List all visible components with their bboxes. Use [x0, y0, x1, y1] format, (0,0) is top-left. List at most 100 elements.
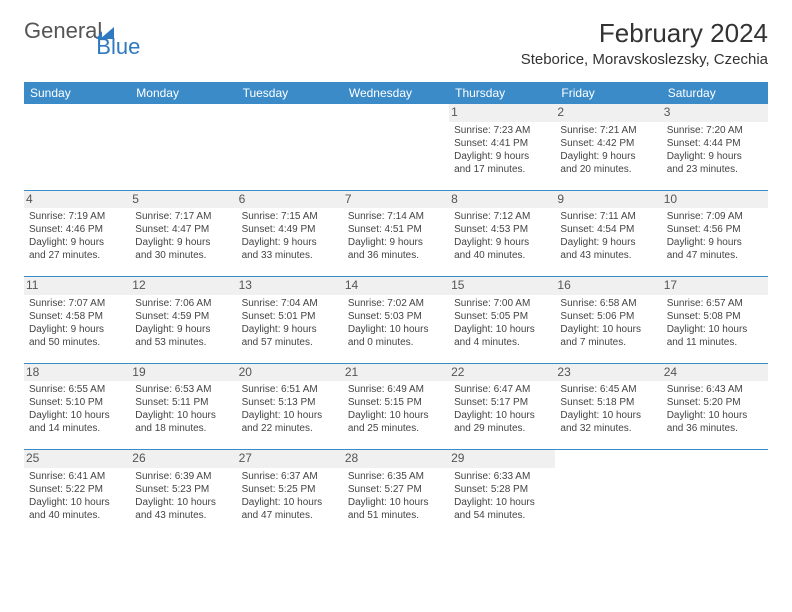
- cell-line: and 25 minutes.: [348, 422, 444, 435]
- calendar-cell: 12Sunrise: 7:06 AMSunset: 4:59 PMDayligh…: [130, 277, 236, 363]
- cell-line: and 30 minutes.: [135, 249, 231, 262]
- day-number: 3: [662, 104, 768, 122]
- day-header: Thursday: [449, 82, 555, 104]
- cell-line: Daylight: 9 hours: [135, 323, 231, 336]
- day-number: 12: [130, 277, 236, 295]
- title-block: February 2024 Steborice, Moravskoslezsky…: [521, 18, 768, 68]
- cell-line: Sunrise: 6:33 AM: [454, 470, 550, 483]
- calendar-cell: 21Sunrise: 6:49 AMSunset: 5:15 PMDayligh…: [343, 364, 449, 450]
- calendar-cell: 1 Sunrise: 7:23 AMSunset: 4:41 PMDaylight…: [449, 104, 555, 190]
- cell-line: Sunrise: 6:45 AM: [560, 383, 656, 396]
- cell-line: Daylight: 9 hours: [667, 236, 763, 249]
- header: General Blue February 2024 Steborice, Mo…: [24, 18, 768, 68]
- cell-line: Sunset: 5:17 PM: [454, 396, 550, 409]
- cell-line: Sunrise: 6:51 AM: [242, 383, 338, 396]
- cell-line: and 18 minutes.: [135, 422, 231, 435]
- location-text: Steborice, Moravskoslezsky, Czechia: [521, 51, 768, 68]
- cell-line: and 54 minutes.: [454, 509, 550, 522]
- cell-line: Sunset: 4:51 PM: [348, 223, 444, 236]
- day-header: Tuesday: [237, 82, 343, 104]
- cell-line: Daylight: 10 hours: [29, 496, 125, 509]
- calendar-cell: [662, 450, 768, 536]
- calendar-table: SundayMondayTuesdayWednesdayThursdayFrid…: [24, 82, 768, 536]
- cell-line: and 51 minutes.: [348, 509, 444, 522]
- calendar-cell: 20Sunrise: 6:51 AMSunset: 5:13 PMDayligh…: [237, 364, 343, 450]
- calendar-week: 1Sunrise: 7:23 AMSunset: 4:41 PMDaylight…: [24, 104, 768, 190]
- calendar-week: 11Sunrise: 7:07 AMSunset: 4:58 PMDayligh…: [24, 277, 768, 363]
- day-number: 1: [449, 104, 555, 122]
- cell-line: Sunset: 4:41 PM: [454, 137, 550, 150]
- cell-line: Daylight: 9 hours: [242, 323, 338, 336]
- cell-line: Sunset: 4:54 PM: [560, 223, 656, 236]
- cell-line: Sunset: 5:13 PM: [242, 396, 338, 409]
- calendar-cell: 14Sunrise: 7:02 AMSunset: 5:03 PMDayligh…: [343, 277, 449, 363]
- day-number: [24, 104, 130, 106]
- day-number: 20: [237, 364, 343, 382]
- cell-line: Daylight: 10 hours: [454, 323, 550, 336]
- cell-line: and 20 minutes.: [560, 163, 656, 176]
- cell-line: Sunrise: 6:35 AM: [348, 470, 444, 483]
- day-number: [237, 104, 343, 106]
- calendar-header-row: SundayMondayTuesdayWednesdayThursdayFrid…: [24, 82, 768, 104]
- calendar-cell: 18Sunrise: 6:55 AMSunset: 5:10 PMDayligh…: [24, 364, 130, 450]
- day-number: 17: [662, 277, 768, 295]
- calendar-cell: 22Sunrise: 6:47 AMSunset: 5:17 PMDayligh…: [449, 364, 555, 450]
- cell-line: and 33 minutes.: [242, 249, 338, 262]
- brand-part1: General: [24, 18, 102, 44]
- cell-line: and 43 minutes.: [560, 249, 656, 262]
- cell-line: Sunrise: 7:11 AM: [560, 210, 656, 223]
- cell-line: Sunset: 5:27 PM: [348, 483, 444, 496]
- cell-line: and 22 minutes.: [242, 422, 338, 435]
- calendar-cell: 26Sunrise: 6:39 AMSunset: 5:23 PMDayligh…: [130, 450, 236, 536]
- cell-line: Daylight: 10 hours: [242, 496, 338, 509]
- cell-line: and 53 minutes.: [135, 336, 231, 349]
- cell-line: Daylight: 10 hours: [560, 323, 656, 336]
- cell-line: Daylight: 10 hours: [348, 496, 444, 509]
- cell-line: Sunset: 4:44 PM: [667, 137, 763, 150]
- cell-line: and 47 minutes.: [667, 249, 763, 262]
- cell-line: and 7 minutes.: [560, 336, 656, 349]
- cell-line: Daylight: 9 hours: [667, 150, 763, 163]
- calendar-cell: [130, 104, 236, 190]
- cell-line: Sunset: 5:20 PM: [667, 396, 763, 409]
- cell-line: Sunrise: 6:39 AM: [135, 470, 231, 483]
- cell-line: Sunrise: 7:12 AM: [454, 210, 550, 223]
- calendar-cell: 11Sunrise: 7:07 AMSunset: 4:58 PMDayligh…: [24, 277, 130, 363]
- day-number: 28: [343, 450, 449, 468]
- cell-line: Sunrise: 6:37 AM: [242, 470, 338, 483]
- cell-line: Sunset: 5:10 PM: [29, 396, 125, 409]
- cell-line: and 11 minutes.: [667, 336, 763, 349]
- day-header: Friday: [555, 82, 661, 104]
- cell-line: Daylight: 9 hours: [454, 150, 550, 163]
- day-header: Sunday: [24, 82, 130, 104]
- cell-line: Daylight: 9 hours: [348, 236, 444, 249]
- cell-line: Sunset: 4:47 PM: [135, 223, 231, 236]
- day-number: 26: [130, 450, 236, 468]
- cell-line: Sunrise: 6:49 AM: [348, 383, 444, 396]
- cell-line: Sunset: 5:05 PM: [454, 310, 550, 323]
- day-number: 8: [449, 191, 555, 209]
- cell-line: and 0 minutes.: [348, 336, 444, 349]
- calendar-week: 4Sunrise: 7:19 AMSunset: 4:46 PMDaylight…: [24, 191, 768, 277]
- cell-line: Sunrise: 6:58 AM: [560, 297, 656, 310]
- cell-line: Sunrise: 7:23 AM: [454, 124, 550, 137]
- day-number: [343, 104, 449, 106]
- day-number: 2: [555, 104, 661, 122]
- day-number: 6: [237, 191, 343, 209]
- calendar-week: 25Sunrise: 6:41 AMSunset: 5:22 PMDayligh…: [24, 450, 768, 536]
- day-number: 10: [662, 191, 768, 209]
- cell-line: and 29 minutes.: [454, 422, 550, 435]
- calendar-cell: 5Sunrise: 7:17 AMSunset: 4:47 PMDaylight…: [130, 191, 236, 277]
- day-number: 11: [24, 277, 130, 295]
- calendar-cell: 8Sunrise: 7:12 AMSunset: 4:53 PMDaylight…: [449, 191, 555, 277]
- cell-line: Sunset: 4:53 PM: [454, 223, 550, 236]
- cell-line: Sunrise: 6:55 AM: [29, 383, 125, 396]
- day-number: 24: [662, 364, 768, 382]
- cell-line: Daylight: 10 hours: [135, 496, 231, 509]
- cell-line: Sunrise: 6:53 AM: [135, 383, 231, 396]
- day-header: Wednesday: [343, 82, 449, 104]
- cell-line: Sunset: 4:59 PM: [135, 310, 231, 323]
- calendar-cell: 3Sunrise: 7:20 AMSunset: 4:44 PMDaylight…: [662, 104, 768, 190]
- cell-line: Sunset: 4:46 PM: [29, 223, 125, 236]
- calendar-cell: 17Sunrise: 6:57 AMSunset: 5:08 PMDayligh…: [662, 277, 768, 363]
